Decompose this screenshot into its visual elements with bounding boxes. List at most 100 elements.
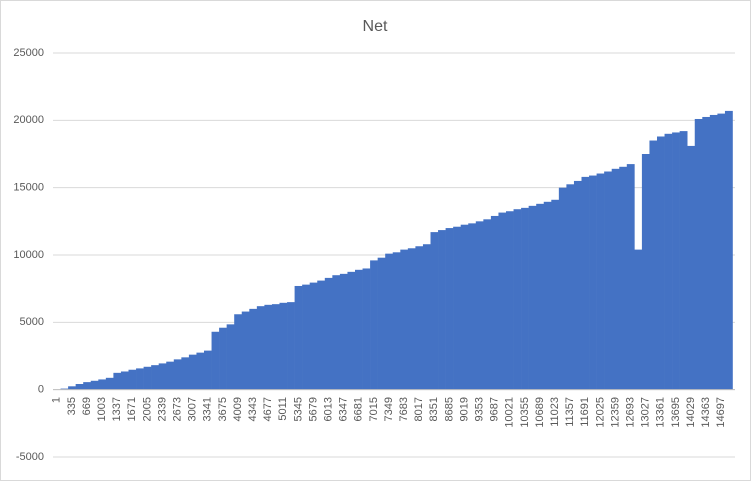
x-tick-label: 4677 (262, 397, 274, 421)
bar (302, 284, 310, 390)
x-tick-label: 3007 (187, 397, 199, 421)
bar (415, 246, 424, 390)
bar (641, 154, 650, 390)
bar (75, 384, 84, 390)
bar (211, 331, 220, 390)
bar (317, 280, 326, 390)
bar (128, 369, 137, 390)
x-tick-label: 1671 (126, 397, 138, 421)
bar (98, 379, 107, 390)
bar (460, 224, 469, 390)
bar (543, 201, 552, 390)
x-tick-label: 11023 (549, 397, 561, 427)
bar (649, 140, 658, 390)
bar (596, 173, 605, 390)
bar (445, 228, 454, 390)
bar (226, 324, 235, 390)
bar (709, 114, 718, 390)
x-tick-label: 14029 (685, 397, 697, 428)
bar (279, 302, 288, 390)
bar (400, 249, 409, 390)
bar (551, 199, 560, 390)
bar (626, 164, 635, 390)
bar (385, 253, 394, 390)
x-tick-label: 6347 (338, 397, 350, 421)
x-tick-label: 8351 (428, 397, 440, 421)
bar (204, 350, 212, 390)
x-tick-label: 11691 (579, 397, 591, 427)
x-tick-label: 335 (66, 397, 78, 415)
bar (355, 269, 363, 390)
bar (573, 180, 582, 390)
x-tick-label: 7015 (368, 397, 380, 421)
bar (241, 311, 250, 390)
bar (724, 110, 733, 390)
bar (536, 203, 545, 390)
bar (679, 131, 688, 390)
chart-title: Net (363, 18, 388, 35)
bar (143, 366, 152, 390)
bar (506, 211, 514, 390)
bar (558, 187, 567, 390)
bar (634, 249, 643, 390)
x-tick-label: 6681 (353, 397, 365, 421)
x-tick-label: 12025 (594, 397, 606, 428)
bar (619, 166, 628, 390)
bar (702, 116, 711, 390)
x-tick-label: 13695 (670, 397, 682, 428)
bar (347, 271, 356, 390)
bar (188, 354, 197, 390)
x-tick-label: 3341 (202, 397, 214, 421)
x-tick-label: 4009 (232, 397, 244, 421)
x-tick-label: 7349 (383, 397, 395, 421)
bar (151, 365, 159, 390)
bar (173, 359, 182, 390)
x-tick-label: 13361 (655, 397, 667, 428)
bar (113, 372, 122, 390)
bar (68, 386, 76, 390)
bar (687, 145, 696, 390)
bar (309, 282, 318, 390)
x-tick-label: 7683 (398, 397, 410, 421)
bar (468, 223, 477, 390)
y-tick-label: 5000 (20, 316, 44, 328)
bar (362, 268, 371, 390)
x-tick-label: 5345 (292, 397, 304, 421)
bar (490, 215, 499, 390)
bar (672, 132, 680, 390)
bar (287, 302, 295, 390)
bar (422, 244, 431, 390)
bar (377, 257, 386, 390)
x-tick-label: 3675 (217, 397, 229, 421)
bar (370, 260, 378, 390)
bar (83, 382, 92, 390)
bar (483, 219, 492, 390)
bar (453, 226, 461, 390)
bar (717, 113, 726, 390)
bar (256, 306, 265, 390)
bar (249, 308, 258, 390)
bar (581, 176, 590, 390)
x-tick-label: 8685 (443, 397, 455, 421)
x-tick-label: 1 (51, 397, 63, 403)
x-tick-label: 5679 (307, 397, 319, 421)
bar (430, 232, 439, 390)
bar (105, 377, 114, 390)
x-tick-label: 5011 (277, 397, 289, 421)
x-tick-label: 10355 (519, 397, 531, 428)
bar (60, 388, 69, 390)
bar (181, 357, 190, 390)
bar (294, 285, 303, 390)
bar (90, 380, 99, 390)
bar (521, 207, 529, 390)
bar (392, 252, 401, 390)
bar (324, 277, 333, 390)
y-tick-label: -5000 (16, 451, 44, 463)
bar (271, 304, 280, 390)
bar (664, 133, 673, 390)
bar (136, 368, 144, 390)
bar (566, 184, 575, 390)
bar (339, 273, 348, 390)
